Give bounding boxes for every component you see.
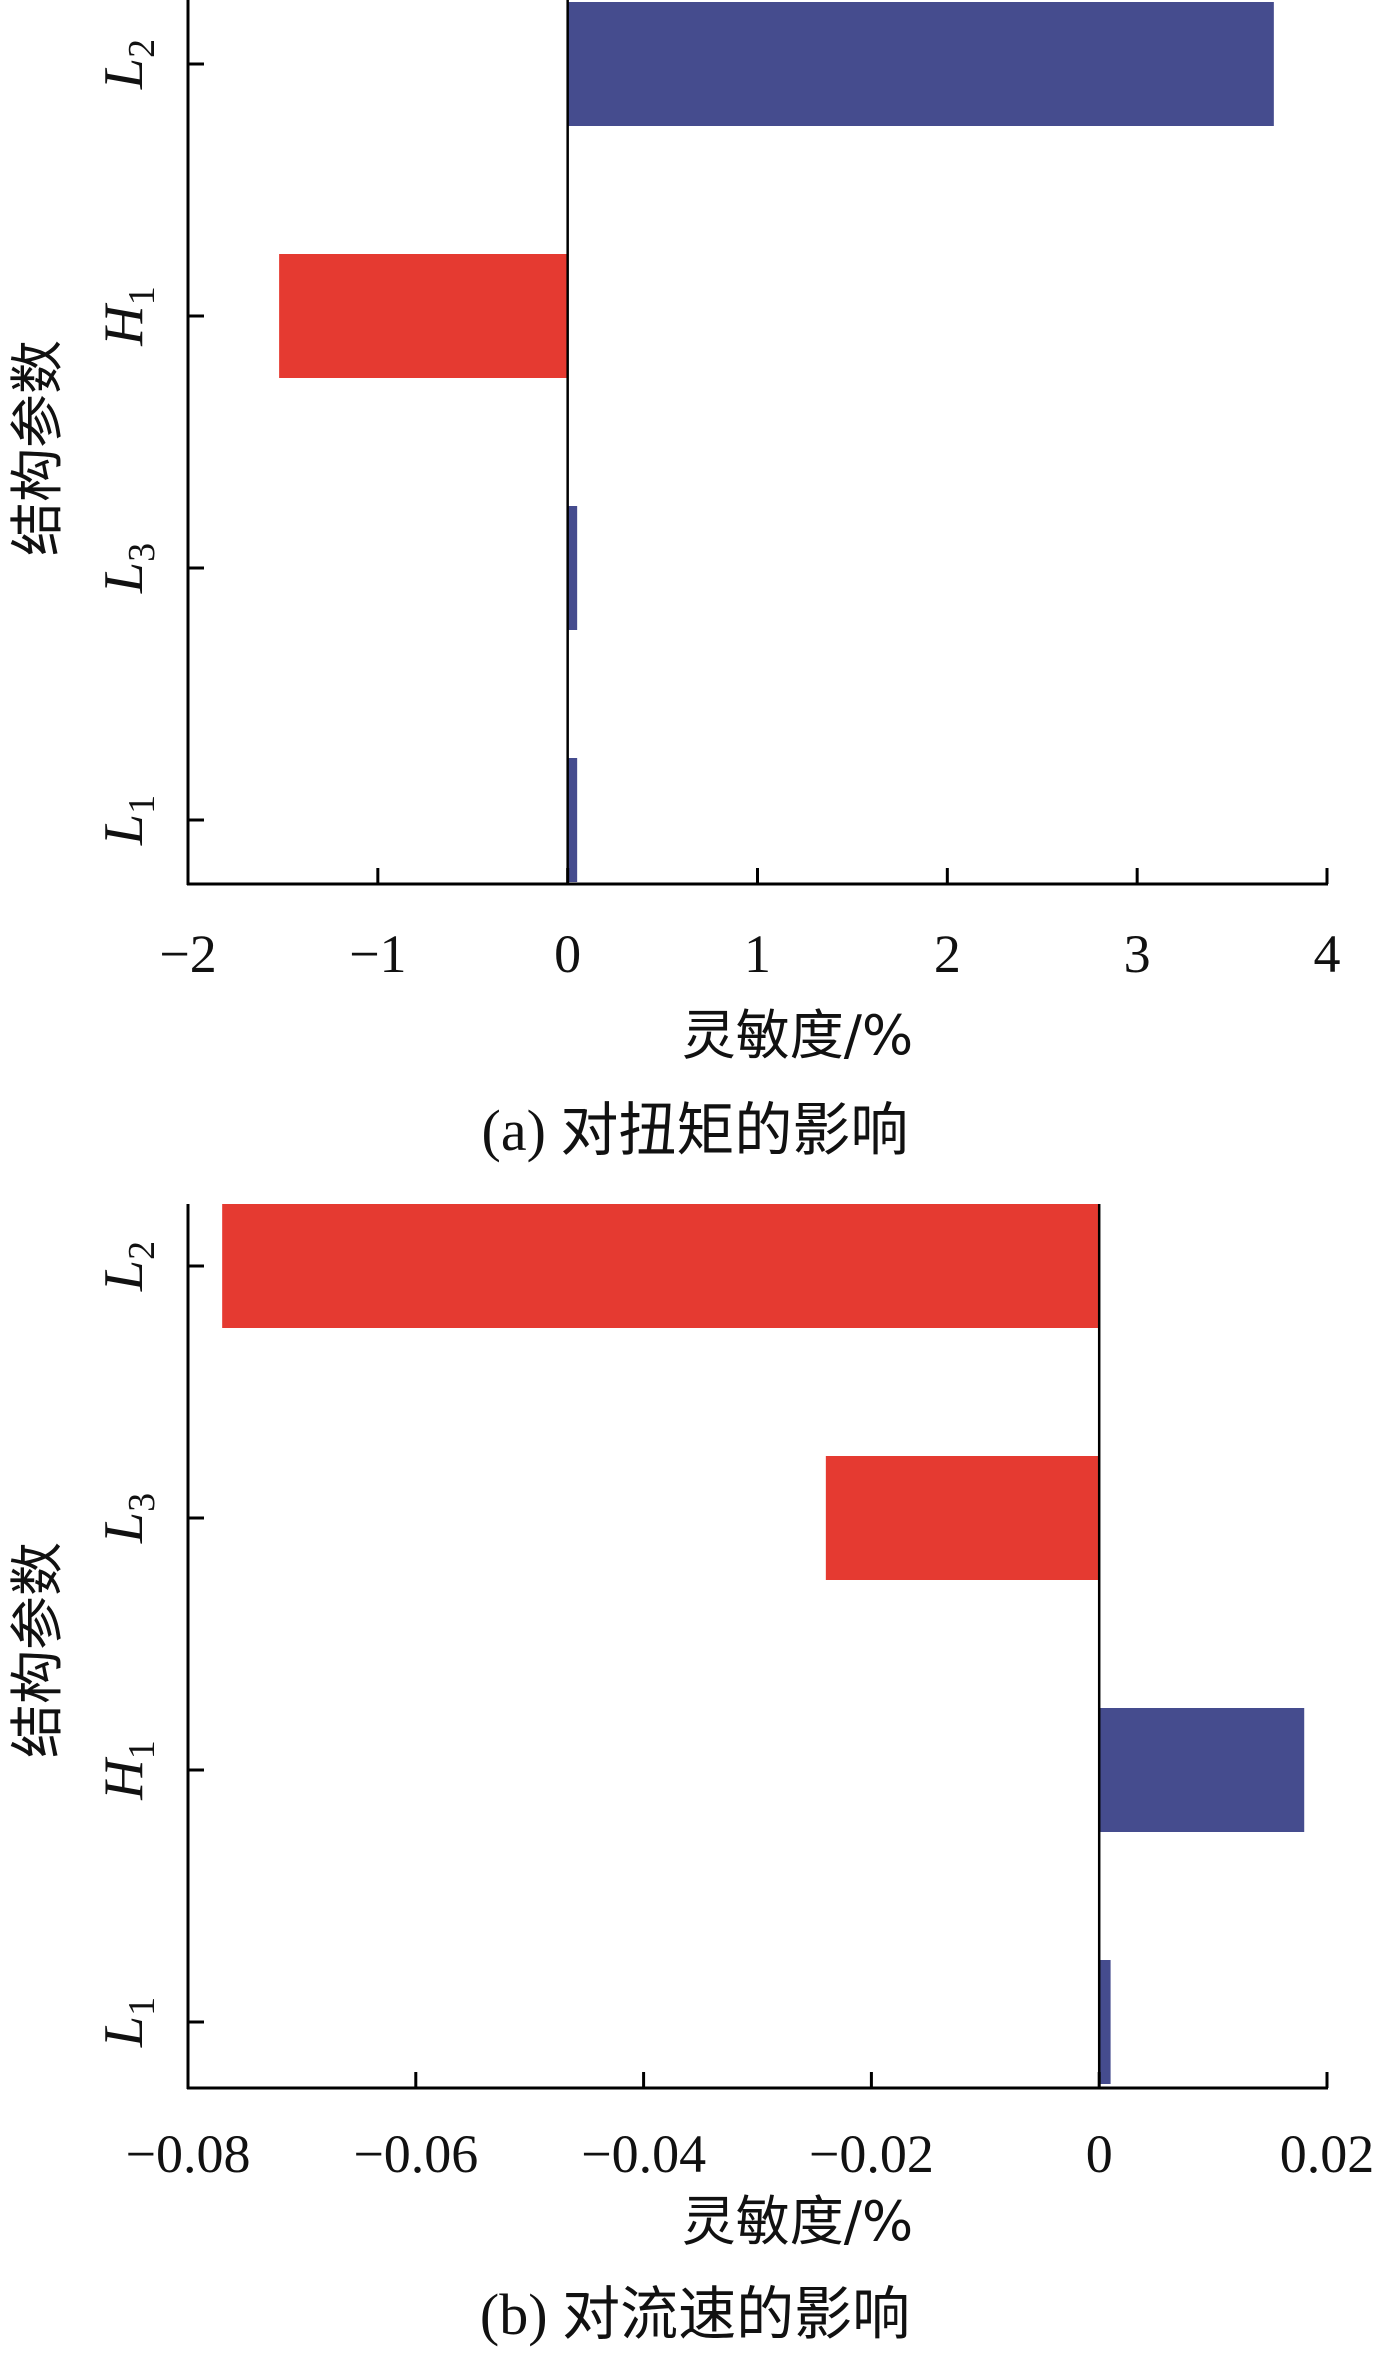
category-subscript: 1 bbox=[121, 286, 163, 305]
bar-l3 bbox=[567, 506, 578, 630]
category-subscript: 2 bbox=[121, 1241, 163, 1260]
category-label: L2 bbox=[93, 1241, 163, 1292]
category-subscript: 2 bbox=[121, 39, 163, 58]
category-symbol: L bbox=[93, 814, 155, 846]
bar-h1 bbox=[279, 254, 568, 378]
x-axis-title: 灵敏度/% bbox=[682, 2190, 914, 2253]
category-label: L1 bbox=[93, 795, 163, 846]
category-symbol: H bbox=[93, 1757, 155, 1801]
bar-l3 bbox=[825, 1456, 1100, 1580]
x-tick-label: −0.02 bbox=[809, 2124, 934, 2184]
x-tick-label: 3 bbox=[1124, 924, 1151, 984]
category-symbol: L bbox=[93, 58, 155, 90]
category-label: L3 bbox=[93, 1493, 163, 1544]
caption-text: 对扭矩的影响 bbox=[560, 1096, 908, 1164]
category-label: L2 bbox=[93, 39, 163, 90]
x-tick-label: 0.02 bbox=[1280, 2124, 1375, 2184]
bar-l1 bbox=[1099, 1960, 1111, 2084]
y-axis-title: 结构参数 bbox=[6, 1542, 69, 1758]
x-tick-label: −0.06 bbox=[353, 2124, 478, 2184]
y-axis-title: 结构参数 bbox=[6, 340, 69, 556]
x-tick-label: 0 bbox=[1086, 2124, 1113, 2184]
category-subscript: 3 bbox=[121, 1493, 163, 1512]
chart-b: −0.08 −0.06 −0.04 −0.02 0 0.02L2L3H1L1结构参数灵敏度… bbox=[6, 1204, 1374, 2348]
bar-l2 bbox=[222, 1204, 1100, 1328]
caption-letter: (a) bbox=[482, 1098, 561, 1163]
category-subscript: 1 bbox=[121, 795, 163, 814]
caption-letter: (b) bbox=[480, 2282, 562, 2347]
x-tick-label: −0.08 bbox=[126, 2124, 251, 2184]
category-label: L3 bbox=[93, 543, 163, 594]
bar-h1 bbox=[1099, 1708, 1305, 1832]
x-tick-label: −2 bbox=[159, 924, 216, 984]
x-tick-label: 4 bbox=[1314, 924, 1341, 984]
category-symbol: L bbox=[93, 1512, 155, 1544]
category-subscript: 1 bbox=[121, 1997, 163, 2016]
chart-caption: (b) 对流速的影响 bbox=[480, 2280, 910, 2348]
category-subscript: 3 bbox=[121, 543, 163, 562]
x-tick-label: 0 bbox=[554, 924, 581, 984]
chart-caption: (a) 对扭矩的影响 bbox=[482, 1096, 909, 1164]
category-symbol: L bbox=[93, 1260, 155, 1292]
category-symbol: L bbox=[93, 2016, 155, 2048]
category-subscript: 1 bbox=[121, 1740, 163, 1759]
category-label: L1 bbox=[93, 1997, 163, 2048]
bar-l1 bbox=[567, 758, 578, 882]
x-tick-label: −1 bbox=[349, 924, 406, 984]
x-tick-label: 2 bbox=[934, 924, 961, 984]
x-axis-title: 灵敏度/% bbox=[682, 1004, 914, 1067]
x-tick-label: 1 bbox=[744, 924, 771, 984]
caption-text: 对流速的影响 bbox=[562, 2280, 910, 2348]
x-tick-label: −0.04 bbox=[581, 2124, 706, 2184]
category-symbol: L bbox=[93, 562, 155, 594]
bar-l2 bbox=[567, 2, 1274, 126]
category-label: H1 bbox=[93, 286, 163, 346]
category-label: H1 bbox=[93, 1740, 163, 1800]
category-symbol: H bbox=[93, 303, 155, 347]
